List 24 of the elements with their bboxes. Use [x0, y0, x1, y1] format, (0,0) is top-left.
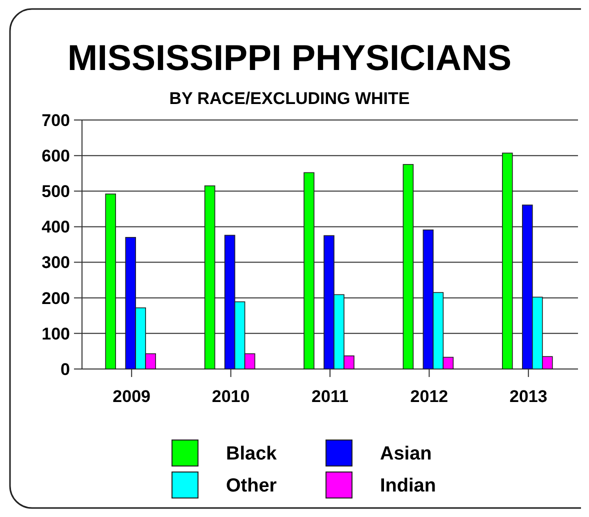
legend-label: Black — [226, 444, 278, 465]
y-tick-label: 500 — [42, 182, 70, 202]
y-tick-label: 100 — [42, 324, 70, 344]
y-tick-label: 700 — [42, 110, 70, 130]
chart-title: MISSISSIPPI PHYSICIANS — [67, 37, 512, 78]
x-tick-label: 2010 — [212, 387, 250, 406]
x-tick-label: 2011 — [312, 387, 348, 406]
legend-label: Indian — [380, 476, 436, 497]
y-tick-label: 300 — [42, 253, 70, 272]
chart-subtitle: BY RACE/EXCLUDING WHITE — [169, 89, 410, 108]
legend-label: Asian — [380, 444, 432, 465]
bar — [304, 172, 314, 370]
bar — [105, 194, 116, 370]
bar — [204, 185, 216, 370]
y-tick-label: 600 — [42, 146, 70, 166]
y-tick-label: 200 — [42, 288, 70, 308]
y-tick-label: 400 — [42, 218, 70, 237]
legend-label: Other — [226, 476, 278, 497]
bar — [502, 152, 513, 370]
y-tick-label: 0 — [60, 360, 70, 379]
x-tick-label: 2012 — [410, 387, 448, 406]
bar — [402, 164, 414, 370]
x-tick-label: 2009 — [112, 387, 151, 406]
x-tick-label: 2013 — [509, 387, 548, 406]
